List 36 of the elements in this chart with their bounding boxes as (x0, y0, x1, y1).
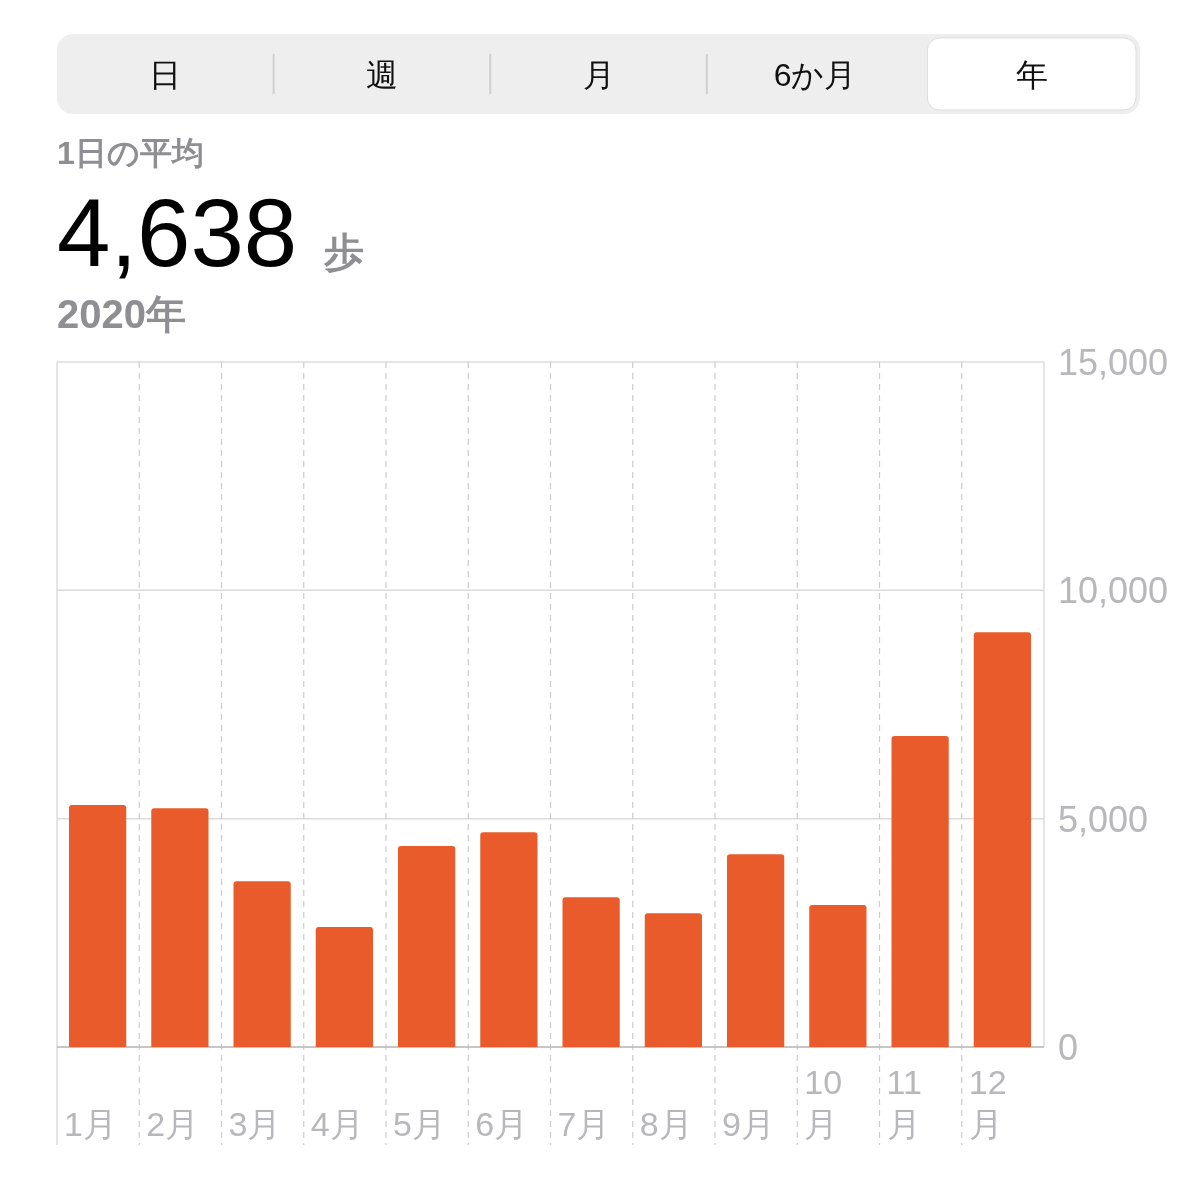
y-tick-label: 5,000 (1058, 798, 1149, 840)
x-tick-label: 8月 (639, 1105, 693, 1143)
x-tick-label: 12月 (968, 1063, 1007, 1143)
x-tick-label: 3月 (228, 1105, 282, 1143)
bar (233, 881, 291, 1047)
x-tick-label: 7月 (557, 1105, 611, 1143)
x-tick-label: 2月 (146, 1105, 200, 1143)
chart-title: 1日の平均 (57, 135, 204, 171)
x-tick-label: 10月 (804, 1063, 843, 1143)
text: 月 (582, 57, 615, 93)
bar (891, 736, 949, 1047)
bar (973, 632, 1031, 1047)
text: 6か月 (773, 57, 857, 93)
bar (727, 854, 785, 1047)
y-tick-label: 10,000 (1058, 570, 1169, 612)
text: 週 (365, 57, 398, 93)
x-tick-label: 5月 (393, 1105, 446, 1143)
bar (398, 846, 456, 1047)
x-tick-label: 4月 (310, 1105, 364, 1143)
text: 年 (1015, 57, 1048, 93)
bar (809, 904, 867, 1047)
text: 日 (149, 57, 182, 93)
bar (562, 897, 620, 1047)
chart-subtitle: 4,638 歩 (57, 179, 364, 286)
x-tick-label: 1月 (64, 1105, 117, 1143)
bar (69, 804, 127, 1047)
bar (480, 832, 538, 1047)
y-tick-label: 0 (1058, 1027, 1079, 1068)
bar (315, 926, 373, 1047)
x-tick-label: 9月 (722, 1105, 775, 1143)
text: 2020年 (57, 292, 186, 336)
bar (151, 808, 209, 1047)
y-tick-label: 15,000 (1058, 342, 1169, 383)
x-tick-label: 11月 (886, 1063, 922, 1143)
bar (644, 913, 702, 1047)
x-tick-label: 6月 (475, 1105, 529, 1143)
